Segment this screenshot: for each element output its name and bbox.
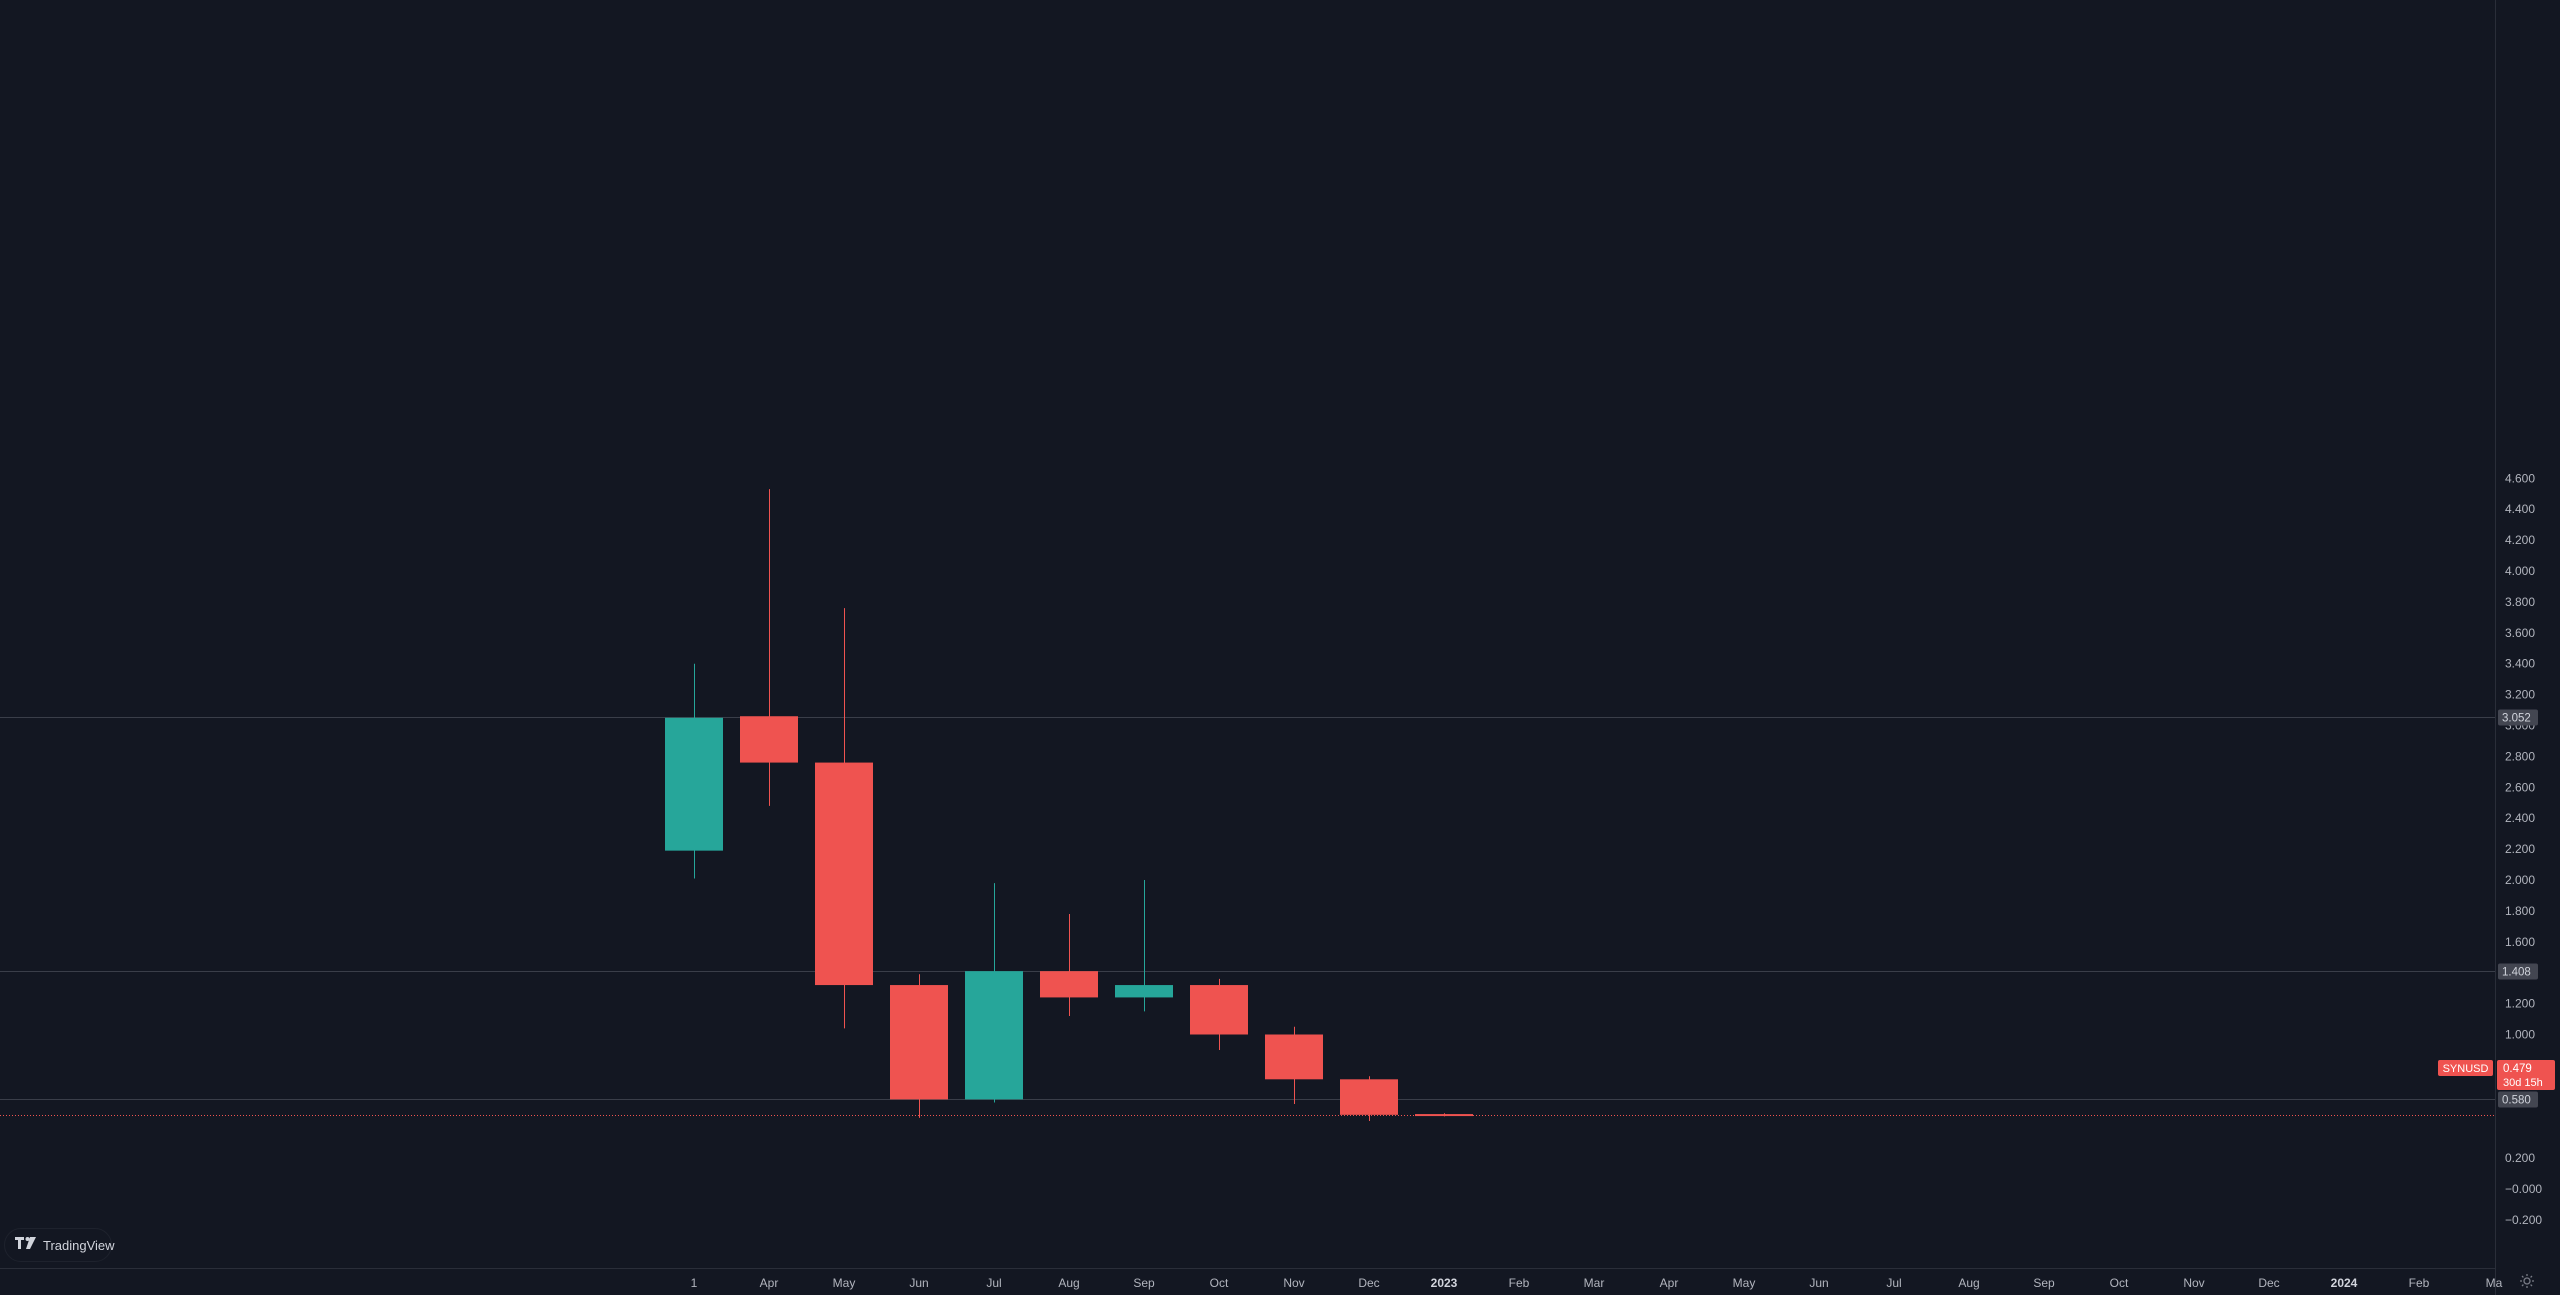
level-badge [2498, 709, 2538, 726]
time-tick-label: Sep [1133, 1276, 1155, 1290]
price-tick-label: 2.600 [2505, 780, 2535, 794]
price-tick-label: 3.600 [2505, 626, 2535, 640]
time-tick-label: May [833, 1276, 856, 1290]
time-tick-label: Sep [2033, 1276, 2055, 1290]
candle-body [965, 971, 1023, 1100]
time-tick-label: Apr [760, 1276, 779, 1290]
level-badge-label: 3.052 [2502, 713, 2531, 725]
time-tick-label: Jul [1886, 1276, 1901, 1290]
horizontal-levels [0, 717, 2495, 1100]
price-tick-label: −0.000 [2505, 1182, 2542, 1196]
candle-body [740, 716, 798, 763]
candles [665, 489, 1473, 1122]
price-axis[interactable]: 4.600 4.400 4.200 4.000 3.800 3.600 3.400 3.200… [2505, 471, 2542, 1227]
time-tick-label: Jun [1809, 1276, 1828, 1290]
time-tick-label: Feb [1509, 1276, 1530, 1290]
bar-countdown: 30d 15h [2503, 1077, 2543, 1089]
level-badge [2498, 1091, 2538, 1108]
price-tick-label: 4.600 [2505, 471, 2535, 485]
tradingview-logo-icon [15, 1236, 37, 1254]
candle-body [665, 717, 723, 851]
time-tick-label: 1 [691, 1276, 698, 1290]
price-tick-label: 1.600 [2505, 935, 2535, 949]
price-tick-label: 2.000 [2505, 873, 2535, 887]
candle-body [890, 985, 948, 1100]
level-badge [2498, 963, 2538, 980]
price-tick-label: 2.800 [2505, 749, 2535, 763]
price-tick-label: −0.200 [2505, 1213, 2542, 1227]
ticker-label: SYNUSD [2443, 1063, 2489, 1075]
time-tick-label: Ma [2486, 1276, 2503, 1290]
level-badge-label: 0.580 [2502, 1095, 2531, 1107]
tradingview-logo[interactable]: TradingView [4, 1228, 115, 1262]
price-tick-label: 4.000 [2505, 564, 2535, 578]
time-tick-label: 2024 [2331, 1276, 2358, 1290]
last-price-badge [2497, 1060, 2555, 1090]
time-tick-label: Mar [1584, 1276, 1605, 1290]
time-tick-label: Aug [1958, 1276, 1979, 1290]
gear-icon [2519, 1273, 2535, 1294]
time-tick-label: Nov [2183, 1276, 2204, 1290]
price-tick-label: 1.800 [2505, 904, 2535, 918]
time-tick-label: Nov [1283, 1276, 1304, 1290]
time-tick-label: Apr [1660, 1276, 1679, 1290]
price-tick-label: 3.400 [2505, 657, 2535, 671]
time-axis[interactable]: 1 Apr May Jun Jul Aug Sep Oct Nov Dec 2023 Feb Mar Ap… [691, 1276, 2503, 1290]
time-tick-label: Feb [2409, 1276, 2430, 1290]
time-tick-label: Oct [2110, 1276, 2129, 1290]
price-tick-label: 2.400 [2505, 811, 2535, 825]
price-tick-label: 1.000 [2505, 1028, 2535, 1042]
price-tick-label: 4.200 [2505, 533, 2535, 547]
time-tick-label: Dec [2258, 1276, 2279, 1290]
level-badges: 3.052 1.408 0.580 [2498, 709, 2538, 1108]
price-tick-label: 3.800 [2505, 595, 2535, 609]
time-tick-label: Oct [1210, 1276, 1229, 1290]
time-tick-label: 2023 [1431, 1276, 1458, 1290]
candle-body [1115, 985, 1173, 998]
candle-body [815, 762, 873, 986]
candle-body [1190, 985, 1248, 1035]
candle-body [1265, 1034, 1323, 1080]
chart-settings-button[interactable] [2516, 1272, 2538, 1294]
price-tick-label: 3.200 [2505, 688, 2535, 702]
time-tick-label: Dec [1358, 1276, 1379, 1290]
level-badge-label: 1.408 [2502, 967, 2531, 979]
price-tick-label: 1.200 [2505, 997, 2535, 1011]
time-tick-label: Aug [1058, 1276, 1079, 1290]
time-tick-label: May [1733, 1276, 1756, 1290]
price-tick-label: 4.400 [2505, 502, 2535, 516]
tradingview-logo-text: TradingView [43, 1237, 115, 1253]
last-price-badges: SYNUSD 0.479 30d 15h [2438, 1060, 2555, 1090]
time-tick-label: Jul [986, 1276, 1001, 1290]
last-price-value: 0.479 [2503, 1063, 2532, 1075]
ticker-badge [2438, 1060, 2493, 1076]
price-tick-label: 0.200 [2505, 1151, 2535, 1165]
candle-body [1040, 971, 1098, 998]
time-tick-label: Jun [909, 1276, 928, 1290]
candle-body [1340, 1079, 1398, 1115]
price-tick-label: 2.200 [2505, 842, 2535, 856]
